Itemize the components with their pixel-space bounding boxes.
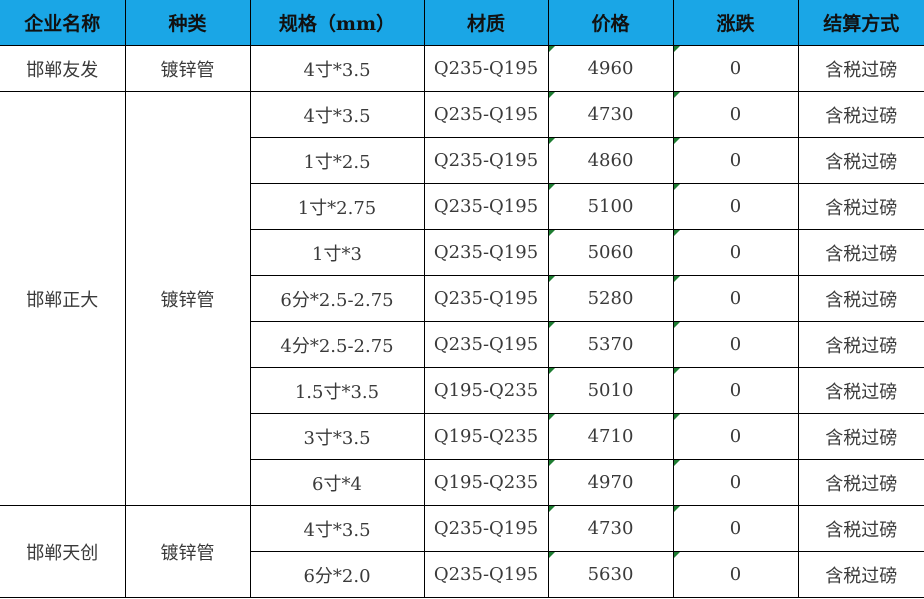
column-header[interactable]: 结算方式 [797,0,924,46]
settlement-cell[interactable]: 含税过磅 [797,505,924,552]
table-row: 1寸*3 Q235-Q195 5060 0 含税过磅 [0,229,924,276]
material-cell[interactable]: Q235-Q195 [423,275,549,322]
material-cell[interactable]: Q235-Q195 [423,183,549,230]
settlement-cell[interactable]: 含税过磅 [797,551,924,598]
material-cell[interactable]: Q195-Q235 [423,459,549,506]
settlement-cell[interactable]: 含税过磅 [797,229,924,276]
table-row: 6分*2.0 Q235-Q195 5630 0 含税过磅 [0,551,924,598]
change-cell[interactable]: 0 [672,321,799,368]
price-cell[interactable]: 5630 [547,551,674,598]
spec-cell[interactable]: 3寸*3.5 [249,413,425,460]
column-header[interactable]: 规格（mm） [249,0,425,46]
table-row: 1寸*2.5 Q235-Q195 4860 0 含税过磅 [0,137,924,184]
table-row: 1寸*2.75 Q235-Q195 5100 0 含税过磅 [0,183,924,230]
spec-cell[interactable]: 1寸*2.5 [249,137,425,184]
header-row: 企业名称 种类 规格（mm） 材质 价格 涨跌 结算方式 [0,0,924,46]
spec-cell[interactable]: 4寸*3.5 [249,45,425,92]
spec-cell[interactable]: 4寸*3.5 [249,91,425,138]
settlement-cell[interactable]: 含税过磅 [797,45,924,92]
material-cell[interactable]: Q235-Q195 [423,551,549,598]
table-row: 邯郸天创 镀锌管 4寸*3.5 Q235-Q195 4730 0 含税过磅 [0,505,924,598]
type-cell[interactable]: 镀锌管 [124,91,251,506]
table-row: 邯郸友发 镀锌管 4寸*3.5 Q235-Q195 4960 0 含税过磅 [0,45,924,92]
settlement-cell[interactable]: 含税过磅 [797,367,924,414]
settlement-cell[interactable]: 含税过磅 [797,321,924,368]
price-cell[interactable]: 5060 [547,229,674,276]
change-cell[interactable]: 0 [672,229,799,276]
price-cell[interactable]: 4970 [547,459,674,506]
material-cell[interactable]: Q235-Q195 [423,45,549,92]
change-cell[interactable]: 0 [672,275,799,322]
material-cell[interactable]: Q235-Q195 [423,137,549,184]
spec-cell[interactable]: 6分*2.5-2.75 [249,275,425,322]
type-cell[interactable]: 镀锌管 [124,505,251,598]
price-cell[interactable]: 4960 [547,45,674,92]
change-cell[interactable]: 0 [672,183,799,230]
change-cell[interactable]: 0 [672,459,799,506]
column-header[interactable]: 企业名称 [0,0,126,46]
company-cell[interactable]: 邯郸友发 [0,45,126,92]
settlement-cell[interactable]: 含税过磅 [797,183,924,230]
settlement-cell[interactable]: 含税过磅 [797,459,924,506]
change-cell[interactable]: 0 [672,137,799,184]
spec-cell[interactable]: 4寸*3.5 [249,505,425,552]
material-cell[interactable]: Q195-Q235 [423,367,549,414]
column-header[interactable]: 涨跌 [672,0,799,46]
change-cell[interactable]: 0 [672,413,799,460]
table-row: 3寸*3.5 Q195-Q235 4710 0 含税过磅 [0,413,924,460]
price-cell[interactable]: 4730 [547,505,674,552]
spec-cell[interactable]: 1.5寸*3.5 [249,367,425,414]
column-header[interactable]: 材质 [423,0,549,46]
company-cell[interactable]: 邯郸天创 [0,505,126,598]
spec-cell[interactable]: 6分*2.0 [249,551,425,598]
change-cell[interactable]: 0 [672,45,799,92]
change-cell[interactable]: 0 [672,551,799,598]
type-cell[interactable]: 镀锌管 [124,45,251,92]
change-cell[interactable]: 0 [672,505,799,552]
material-cell[interactable]: Q235-Q195 [423,505,549,552]
column-header[interactable]: 种类 [124,0,251,46]
spec-cell[interactable]: 4分*2.5-2.75 [249,321,425,368]
settlement-cell[interactable]: 含税过磅 [797,413,924,460]
spec-cell[interactable]: 6寸*4 [249,459,425,506]
settlement-cell[interactable]: 含税过磅 [797,137,924,184]
table-row: 4分*2.5-2.75 Q235-Q195 5370 0 含税过磅 [0,321,924,368]
material-cell[interactable]: Q235-Q195 [423,91,549,138]
price-cell[interactable]: 5280 [547,275,674,322]
column-header[interactable]: 价格 [547,0,674,46]
change-cell[interactable]: 0 [672,91,799,138]
table-row: 6分*2.5-2.75 Q235-Q195 5280 0 含税过磅 [0,275,924,322]
spec-cell[interactable]: 1寸*2.75 [249,183,425,230]
settlement-cell[interactable]: 含税过磅 [797,275,924,322]
price-cell[interactable]: 5010 [547,367,674,414]
price-cell[interactable]: 5100 [547,183,674,230]
table-row: 1.5寸*3.5 Q195-Q235 5010 0 含税过磅 [0,367,924,414]
price-cell[interactable]: 5370 [547,321,674,368]
material-cell[interactable]: Q235-Q195 [423,321,549,368]
table-row: 邯郸正大 镀锌管 4寸*3.5 Q235-Q195 4730 0 含税过磅 [0,91,924,506]
change-cell[interactable]: 0 [672,367,799,414]
settlement-cell[interactable]: 含税过磅 [797,91,924,138]
price-cell[interactable]: 4710 [547,413,674,460]
price-cell[interactable]: 4860 [547,137,674,184]
material-cell[interactable]: Q195-Q235 [423,413,549,460]
table-row: 6寸*4 Q195-Q235 4970 0 含税过磅 [0,459,924,506]
spec-cell[interactable]: 1寸*3 [249,229,425,276]
material-cell[interactable]: Q235-Q195 [423,229,549,276]
company-cell[interactable]: 邯郸正大 [0,91,126,506]
price-cell[interactable]: 4730 [547,91,674,138]
